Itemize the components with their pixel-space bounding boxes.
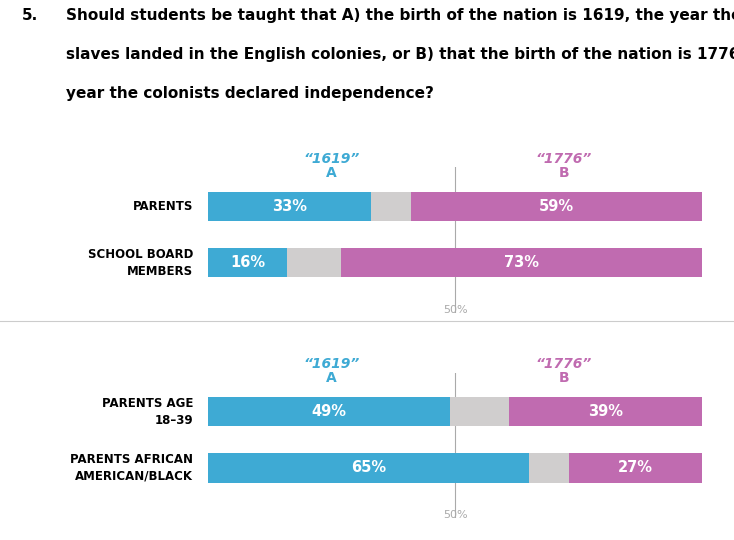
Text: SCHOOL BOARD
MEMBERS: SCHOOL BOARD MEMBERS — [88, 248, 193, 278]
Text: 73%: 73% — [504, 255, 539, 270]
Text: 27%: 27% — [618, 461, 653, 475]
Text: PARENTS AFRICAN
AMERICAN/BLACK: PARENTS AFRICAN AMERICAN/BLACK — [70, 453, 193, 483]
Bar — [208, 248, 287, 278]
Text: year the colonists declared independence?: year the colonists declared independence… — [66, 86, 434, 101]
Text: Should students be taught that A) the birth of the nation is 1619, the year the : Should students be taught that A) the bi… — [66, 8, 734, 23]
Text: slaves landed in the English colonies, or B) that the birth of the nation is 177: slaves landed in the English colonies, o… — [66, 47, 734, 62]
Text: 39%: 39% — [588, 404, 623, 420]
Bar — [509, 397, 702, 427]
Text: 16%: 16% — [230, 255, 265, 270]
Bar — [371, 192, 410, 221]
Text: “1619”: “1619” — [303, 357, 360, 372]
Bar — [208, 454, 529, 483]
Text: 5.: 5. — [22, 8, 38, 23]
Text: 50%: 50% — [443, 305, 468, 315]
Text: 33%: 33% — [272, 199, 307, 214]
Text: 65%: 65% — [351, 461, 386, 475]
Text: “1619”: “1619” — [303, 152, 360, 166]
Text: A: A — [326, 166, 337, 180]
Text: A: A — [326, 371, 337, 385]
Bar — [529, 454, 569, 483]
Bar — [208, 397, 450, 427]
Text: PARENTS: PARENTS — [133, 200, 193, 213]
Text: “1776”: “1776” — [536, 357, 592, 372]
Text: B: B — [559, 371, 569, 385]
Text: “1776”: “1776” — [536, 152, 592, 166]
Bar — [450, 397, 509, 427]
Text: B: B — [559, 166, 569, 180]
Text: PARENTS AGE
18–39: PARENTS AGE 18–39 — [102, 397, 193, 427]
Bar — [569, 454, 702, 483]
Bar — [208, 192, 371, 221]
Bar — [410, 192, 702, 221]
Bar — [341, 248, 702, 278]
Text: 49%: 49% — [312, 404, 346, 420]
Text: 59%: 59% — [539, 199, 574, 214]
Bar — [287, 248, 341, 278]
Text: 50%: 50% — [443, 510, 468, 520]
